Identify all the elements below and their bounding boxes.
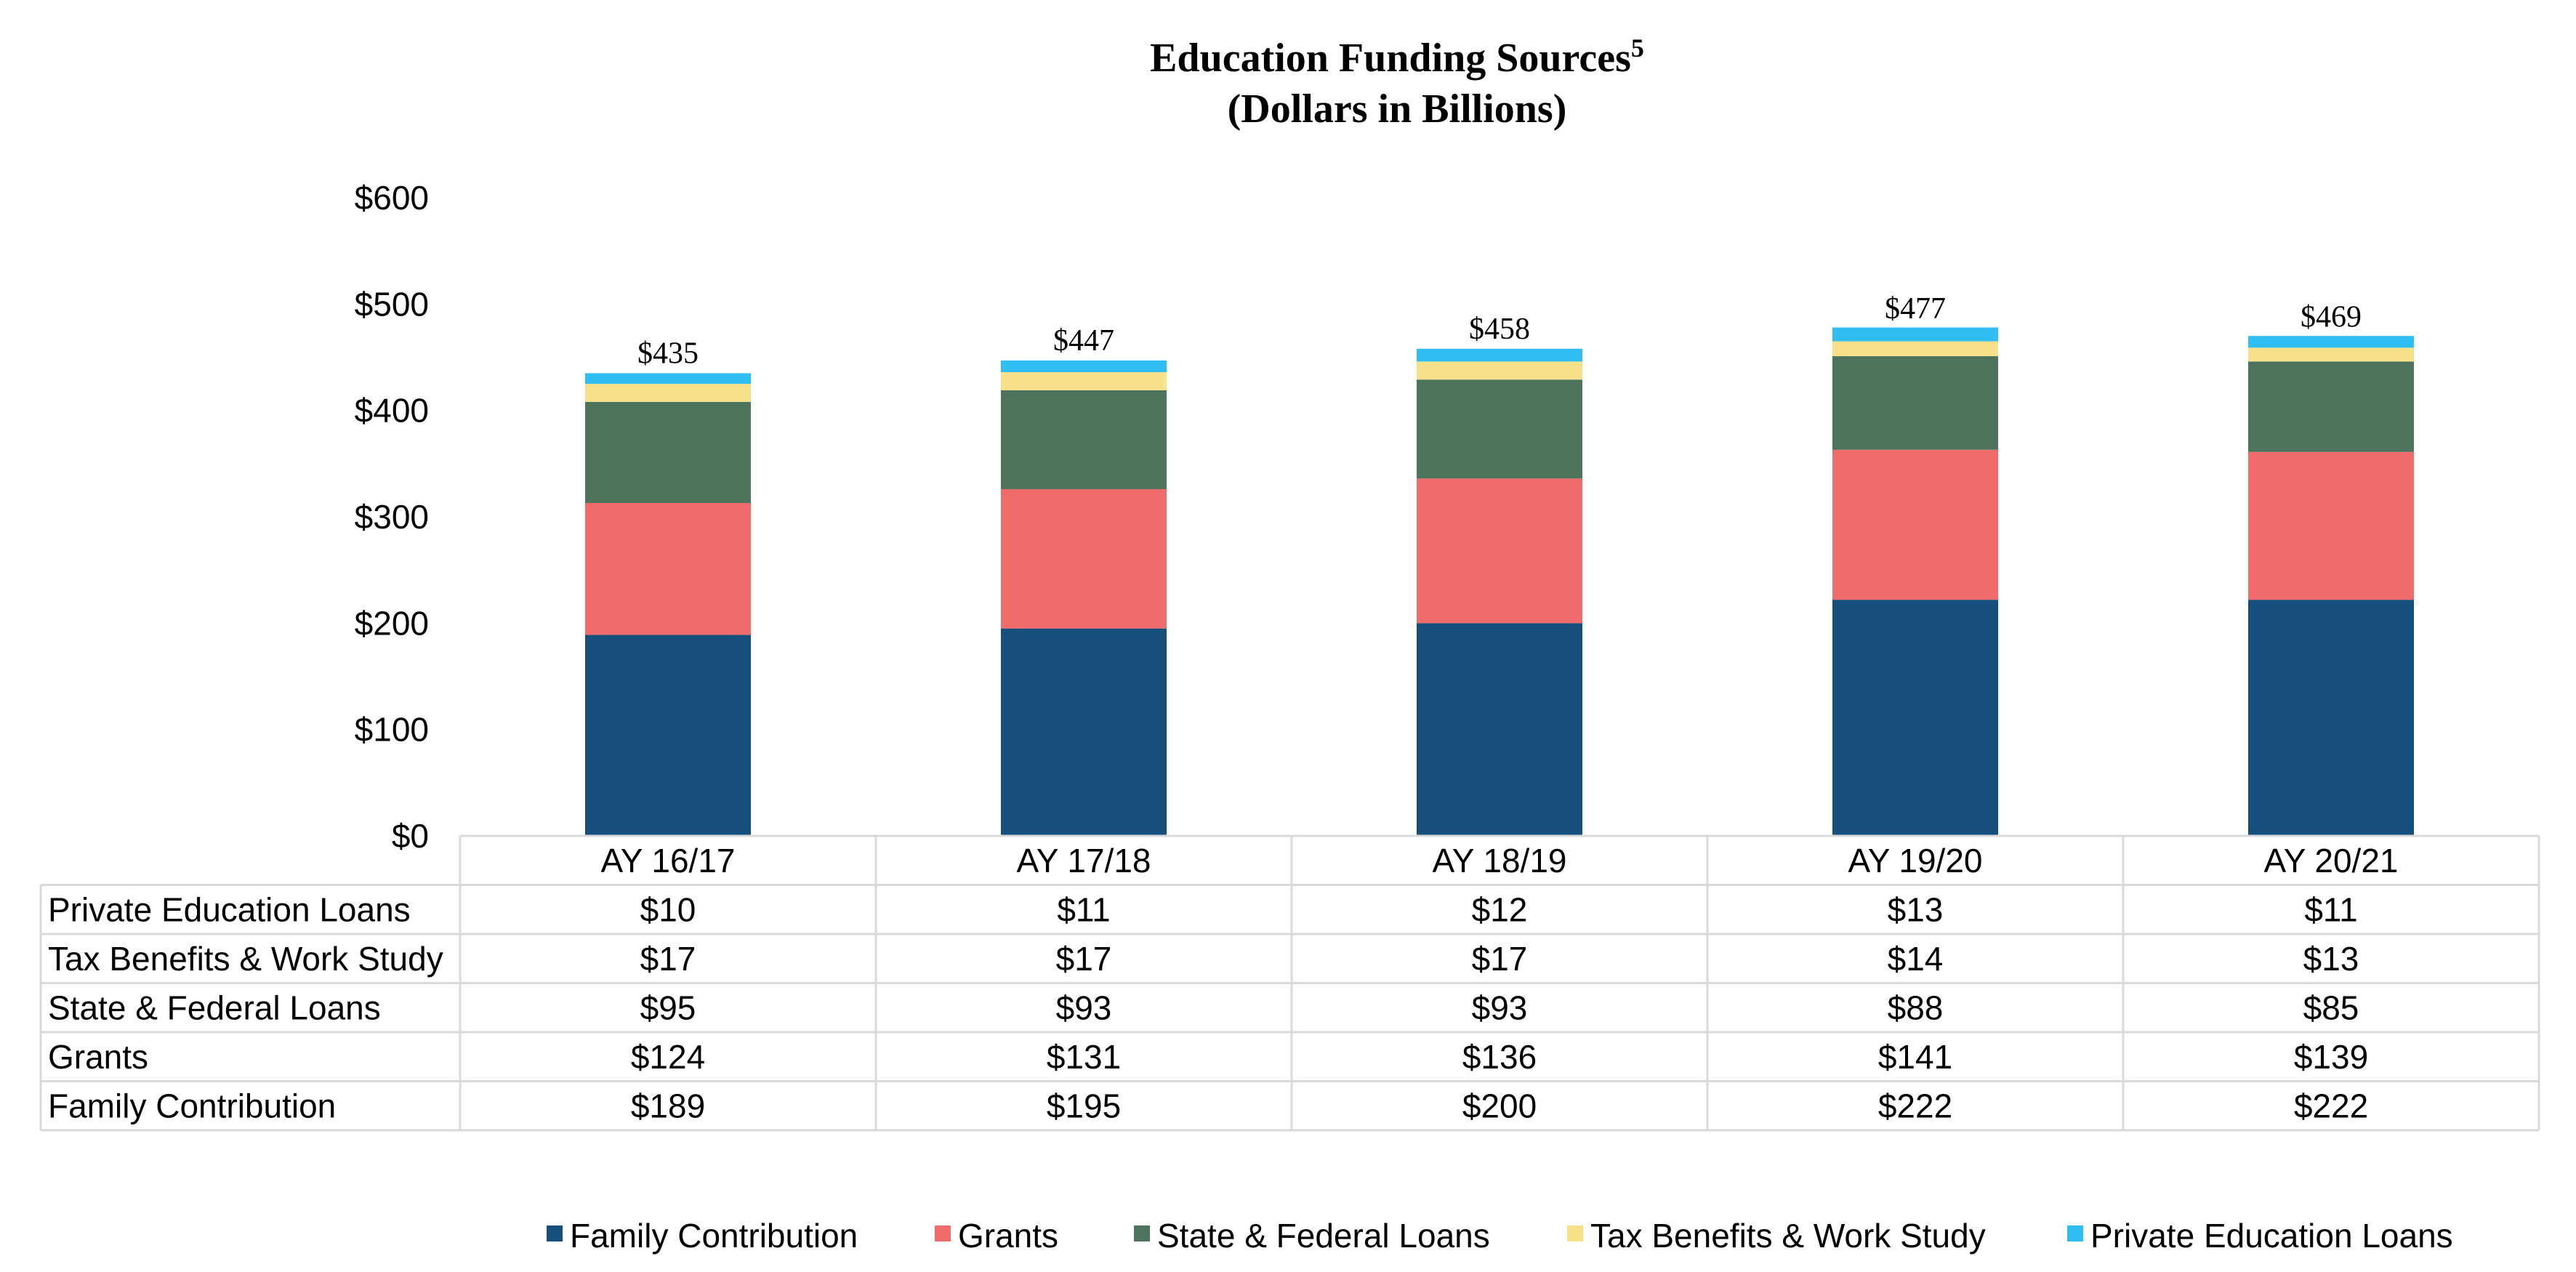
bar-segment — [1832, 449, 1998, 600]
table-cell-value: $139 — [2294, 1038, 2368, 1076]
table-cell-value: $17 — [640, 940, 696, 978]
table-row-label: Family Contribution — [48, 1087, 336, 1124]
x-category-label: AY 20/21 — [2263, 842, 2398, 879]
table-cell-value: $136 — [1462, 1038, 1537, 1076]
data-table: AY 16/17 AY 17/18 AY 18/19 AY 19/20 AY 20/21… — [39, 834, 2540, 1132]
bar-segment — [1832, 356, 1998, 450]
total-label: $458 — [1469, 313, 1530, 346]
x-category-label: AY 17/18 — [1016, 842, 1151, 879]
legend-label: State & Federal Loans — [1157, 1217, 1490, 1255]
bar-segment — [2248, 600, 2414, 836]
bars-group — [585, 327, 2414, 836]
bar-segment — [585, 635, 751, 836]
bar-segment — [1832, 327, 1998, 342]
y-tick-label: $400 — [355, 392, 429, 430]
x-category-label: AY 16/17 — [600, 842, 735, 879]
table-row-label: Grants — [48, 1038, 148, 1076]
y-tick-label: $600 — [355, 179, 429, 217]
table-cell-value: $17 — [1472, 940, 1528, 978]
table-cell-value: $13 — [2303, 940, 2359, 978]
bar-segment — [2248, 347, 2414, 362]
legend-label: Grants — [958, 1217, 1058, 1255]
table-cell-value: $222 — [2294, 1087, 2368, 1124]
bar-segment — [1832, 341, 1998, 357]
bar-segment — [1001, 360, 1167, 372]
table-cell-value: $124 — [631, 1038, 705, 1076]
table-row-label: State & Federal Loans — [48, 989, 381, 1026]
bar-segment — [2248, 361, 2414, 452]
bar-segment — [1001, 390, 1167, 489]
bar-segment — [585, 502, 751, 635]
table-cell-value: $93 — [1056, 989, 1112, 1026]
y-tick-label: $200 — [355, 604, 429, 642]
legend-swatch — [2067, 1225, 2083, 1241]
table-cell-value: $189 — [631, 1087, 705, 1124]
total-label: $435 — [637, 337, 699, 370]
table-cell-value: $12 — [1472, 890, 1528, 928]
chart-title: Education Funding Sources5 — [1150, 33, 1644, 81]
y-tick-label: $100 — [355, 711, 429, 749]
bar-segment — [585, 373, 751, 385]
table-row-label: Tax Benefits & Work Study — [48, 940, 443, 978]
total-label: $477 — [1885, 292, 1946, 326]
chart-title-superscript: 5 — [1631, 33, 1644, 63]
bar-segment — [2248, 451, 2414, 600]
y-tick-label: $0 — [392, 817, 429, 855]
legend-swatch — [935, 1225, 951, 1241]
legend: Family Contribution Grants State & Federal… — [547, 1217, 2453, 1255]
table-cell-value: $131 — [1047, 1038, 1121, 1076]
table-cell-value: $93 — [1472, 989, 1528, 1026]
legend-label: Family Contribution — [570, 1217, 858, 1255]
total-label: $447 — [1053, 324, 1114, 358]
legend-swatch — [547, 1225, 563, 1241]
y-axis: $0 $100 $200 $300 $400 $500 $600 — [355, 179, 429, 855]
bar-segment — [1417, 478, 1582, 624]
bar-segment — [1001, 488, 1167, 629]
bar-segment — [1001, 371, 1167, 390]
table-cell-value: $11 — [2304, 890, 2357, 928]
bar-segment — [1417, 379, 1582, 479]
chart-title-text: Education Funding Sources — [1150, 36, 1631, 81]
legend-label: Private Education Loans — [2090, 1217, 2453, 1255]
table-cell-value: $10 — [640, 890, 696, 928]
legend-swatch — [1567, 1225, 1583, 1241]
table-cell-value: $11 — [1057, 890, 1110, 928]
total-label: $469 — [2301, 301, 2362, 334]
bar-segment — [2248, 336, 2414, 348]
bar-segment — [1832, 600, 1998, 836]
table-cell-value: $88 — [1888, 989, 1944, 1026]
bar-segment — [1001, 628, 1167, 836]
table-row-label: Private Education Loans — [48, 890, 411, 928]
bar-segment — [1417, 361, 1582, 380]
y-tick-label: $300 — [355, 498, 429, 536]
table-cell-value: $141 — [1878, 1038, 1952, 1076]
total-labels-group: $435 $447 $458 $477 $469 — [637, 292, 2362, 370]
table-cell-value: $13 — [1888, 890, 1944, 928]
bar-segment — [1417, 623, 1582, 836]
table-cell-value: $14 — [1888, 940, 1944, 978]
bar-segment — [585, 401, 751, 503]
y-tick-label: $500 — [355, 285, 429, 323]
table-cell-value: $95 — [640, 989, 696, 1026]
bar-segment — [585, 384, 751, 402]
table-cell-value: $85 — [2303, 989, 2359, 1026]
legend-swatch — [1134, 1225, 1150, 1241]
x-category-label: AY 19/20 — [1848, 842, 1982, 879]
chart-subtitle: (Dollars in Billions) — [1228, 86, 1567, 132]
x-category-label: AY 18/19 — [1432, 842, 1566, 879]
table-cell-value: $195 — [1047, 1087, 1121, 1124]
legend-label: Tax Benefits & Work Study — [1590, 1217, 1986, 1255]
table-cell-value: $17 — [1056, 940, 1112, 978]
table-cell-value: $200 — [1462, 1087, 1537, 1124]
bar-segment — [1417, 348, 1582, 362]
table-cell-value: $222 — [1878, 1087, 1952, 1124]
